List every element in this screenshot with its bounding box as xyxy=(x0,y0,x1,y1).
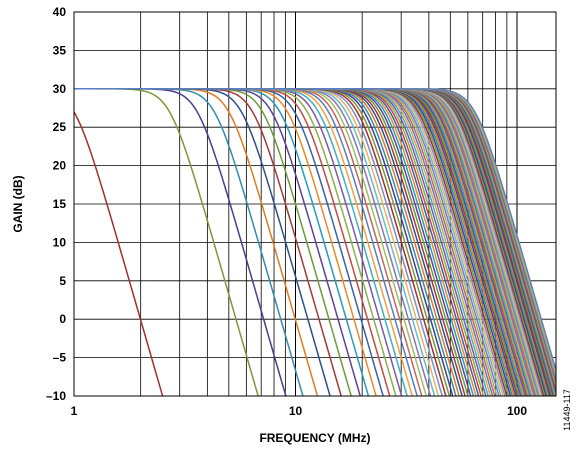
y-tick-label: 5 xyxy=(59,274,66,288)
y-tick-label: 40 xyxy=(53,5,67,19)
y-tick-label: –5 xyxy=(53,351,67,365)
x-axis-label: FREQUENCY (MHz) xyxy=(259,431,370,445)
plot-frame xyxy=(73,11,557,397)
series-line-30 xyxy=(74,88,463,396)
y-tick-label: 20 xyxy=(53,159,67,173)
series-line-90 xyxy=(74,88,556,371)
y-tick-label: –10 xyxy=(46,389,66,403)
x-tick-label: 100 xyxy=(507,404,527,418)
x-tick-labels: 1 10 100 xyxy=(71,404,528,418)
y-tick-label: 15 xyxy=(53,197,67,211)
series-line-46 xyxy=(74,88,502,396)
series-line-10 xyxy=(74,88,370,396)
y-tick-labels: –10 –5 0 5 10 15 20 25 30 35 40 xyxy=(46,5,66,403)
y-tick-label: 25 xyxy=(53,120,67,134)
series-line-2 xyxy=(74,88,259,396)
y-tick-label: 0 xyxy=(59,312,66,326)
figure-id: 11449-117 xyxy=(562,389,572,431)
y-axis-label: GAIN (dB) xyxy=(11,175,25,232)
series-line-13 xyxy=(74,88,391,396)
y-tick-label: 35 xyxy=(53,43,67,57)
series-group xyxy=(74,88,556,396)
series-line-4 xyxy=(74,88,304,396)
y-tick-label: 30 xyxy=(53,82,67,96)
series-line-5 xyxy=(74,88,319,396)
y-tick-label: 10 xyxy=(53,235,67,249)
x-tick-label: 10 xyxy=(289,404,303,418)
x-tick-label: 1 xyxy=(71,404,78,418)
series-line-1 xyxy=(74,111,164,396)
